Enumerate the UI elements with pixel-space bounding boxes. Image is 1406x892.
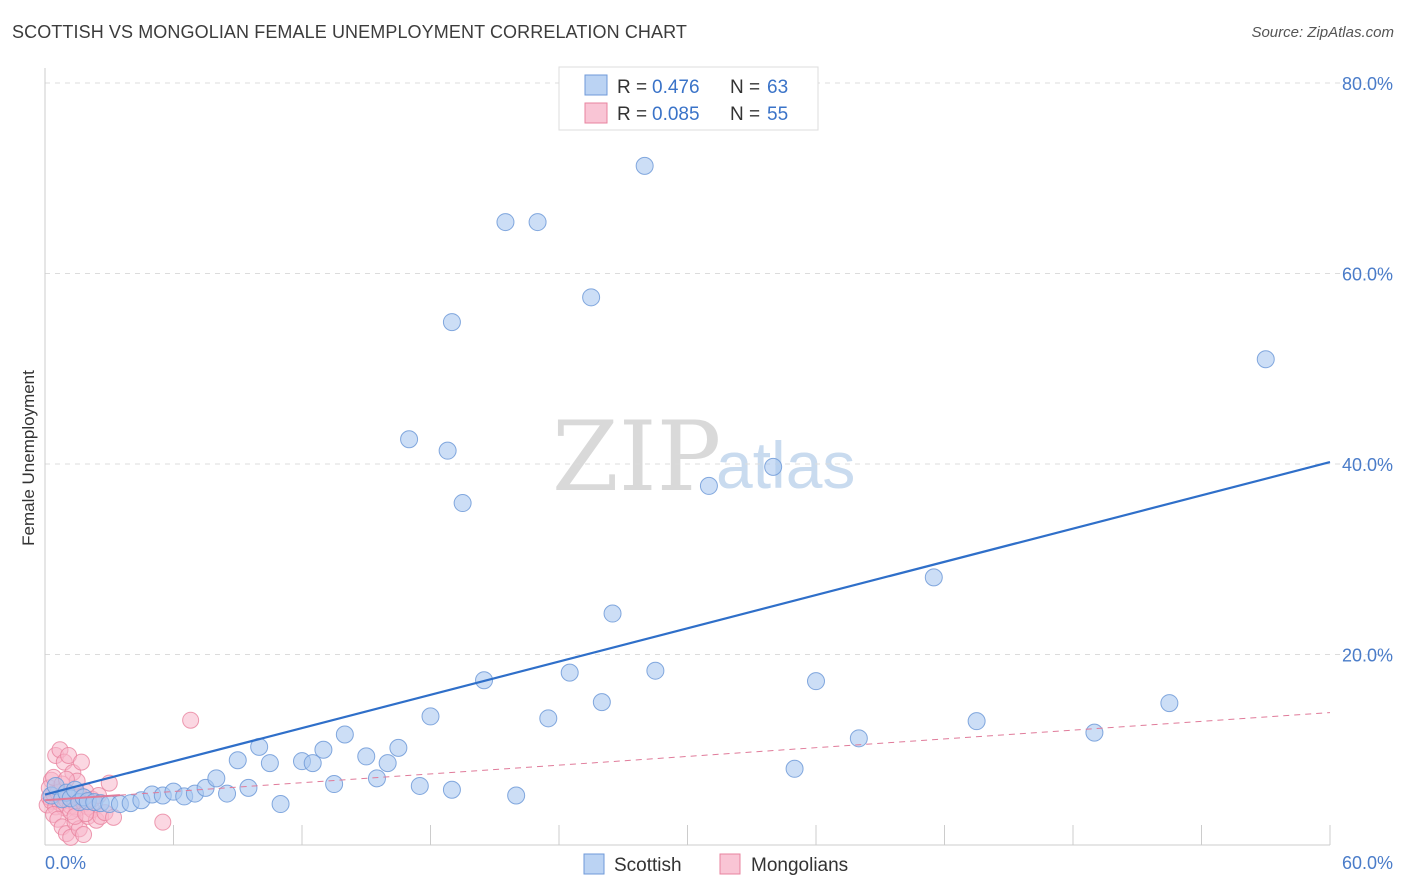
watermark-atlas: atlas (716, 428, 855, 502)
scottish-point (507, 786, 526, 805)
scottish-point (785, 759, 804, 778)
scottish-series-swatch (583, 853, 605, 875)
mongolian-point (182, 711, 200, 729)
gridlines (45, 82, 1392, 655)
scottish-point (528, 213, 547, 232)
scottish-point (239, 778, 258, 797)
scottish-points (42, 156, 1275, 814)
x-tick-labels: 0.0% 60.0% (45, 853, 1393, 873)
mongolian-legend-swatch (584, 102, 608, 124)
scottish-point (764, 457, 783, 476)
scottish-point (335, 725, 354, 744)
mongolian-point (154, 813, 172, 831)
scottish-point (378, 754, 397, 773)
mongolian-series-swatch (719, 853, 741, 875)
watermark-zip: ZIP (552, 401, 721, 513)
mongolian-r-value: 0.085 (652, 104, 700, 125)
scottish-point (453, 494, 472, 513)
axes (44, 68, 1331, 846)
scottish-point (314, 740, 333, 759)
scottish-r-label: R = (617, 77, 647, 98)
scottish-point (849, 729, 868, 748)
scottish-point (807, 672, 825, 691)
y-axis-label: Female Unemployment (19, 370, 38, 546)
scottish-point (560, 663, 579, 682)
scottish-point (635, 156, 654, 175)
scottish-point (442, 780, 461, 799)
mongolian-point (72, 753, 90, 771)
scottish-n-value: 63 (767, 77, 788, 98)
scottish-point (1256, 350, 1275, 369)
trend-lines (44, 461, 1331, 802)
scottish-r-value: 0.476 (652, 77, 700, 98)
chart-title: SCOTTISH VS MONGOLIAN FEMALE UNEMPLOYMEN… (12, 22, 687, 42)
scottish-point (410, 776, 429, 795)
mongolian-series-label: Mongolians (751, 855, 848, 876)
y-tick-label: 80.0% (1342, 74, 1393, 94)
scottish-point (592, 693, 611, 712)
stats-legend: R = 0.476 N = 63 R = 0.085 N = 55 (558, 66, 819, 131)
y-tick-label: 40.0% (1342, 455, 1393, 475)
mongolian-n-value: 55 (767, 104, 788, 125)
scottish-trend-line (44, 461, 1331, 796)
scottish-point (496, 213, 515, 232)
scottish-point (228, 751, 247, 770)
mongolian-n-label: N = (730, 104, 760, 125)
scottish-point (325, 775, 344, 794)
scottish-point (218, 784, 237, 803)
scottish-point (207, 769, 226, 788)
scottish-legend-swatch (584, 74, 608, 96)
scottish-point (271, 795, 290, 814)
y-tick-label: 60.0% (1342, 265, 1393, 285)
mongolian-r-label: R = (617, 104, 647, 125)
y-tick-labels: 20.0% 40.0% 60.0% 80.0% (1342, 74, 1393, 666)
scottish-point (699, 476, 718, 495)
scottish-point (603, 604, 622, 623)
scottish-n-label: N = (730, 77, 760, 98)
scottish-point (646, 661, 665, 680)
mongolians-points (38, 711, 200, 846)
scottish-point (357, 747, 376, 766)
mongolian-trend-dashed (119, 712, 1331, 796)
x-tick-label: 60.0% (1342, 853, 1393, 873)
scottish-point (260, 754, 279, 773)
series-legend: Scottish Mongolians (583, 853, 848, 876)
scottish-point (303, 754, 322, 773)
scottish-point (1085, 723, 1104, 742)
scottish-point (438, 441, 457, 460)
scottish-point (421, 707, 440, 726)
scottish-point (400, 430, 419, 449)
mongolian-point (75, 826, 93, 844)
scottish-series-label: Scottish (614, 855, 682, 876)
scottish-point (367, 769, 386, 788)
x-tick-label: 0.0% (45, 853, 86, 873)
scottish-point (924, 568, 943, 587)
mongolian-trend-solid (44, 794, 121, 802)
scottish-point (582, 288, 601, 307)
scottish-point (1160, 694, 1179, 713)
source-label: Source: ZipAtlas.com (1251, 24, 1394, 41)
scottish-point (389, 738, 408, 757)
scottish-point (442, 313, 461, 332)
y-tick-label: 20.0% (1342, 646, 1393, 666)
scottish-point (539, 709, 558, 728)
scottish-point (967, 712, 986, 731)
